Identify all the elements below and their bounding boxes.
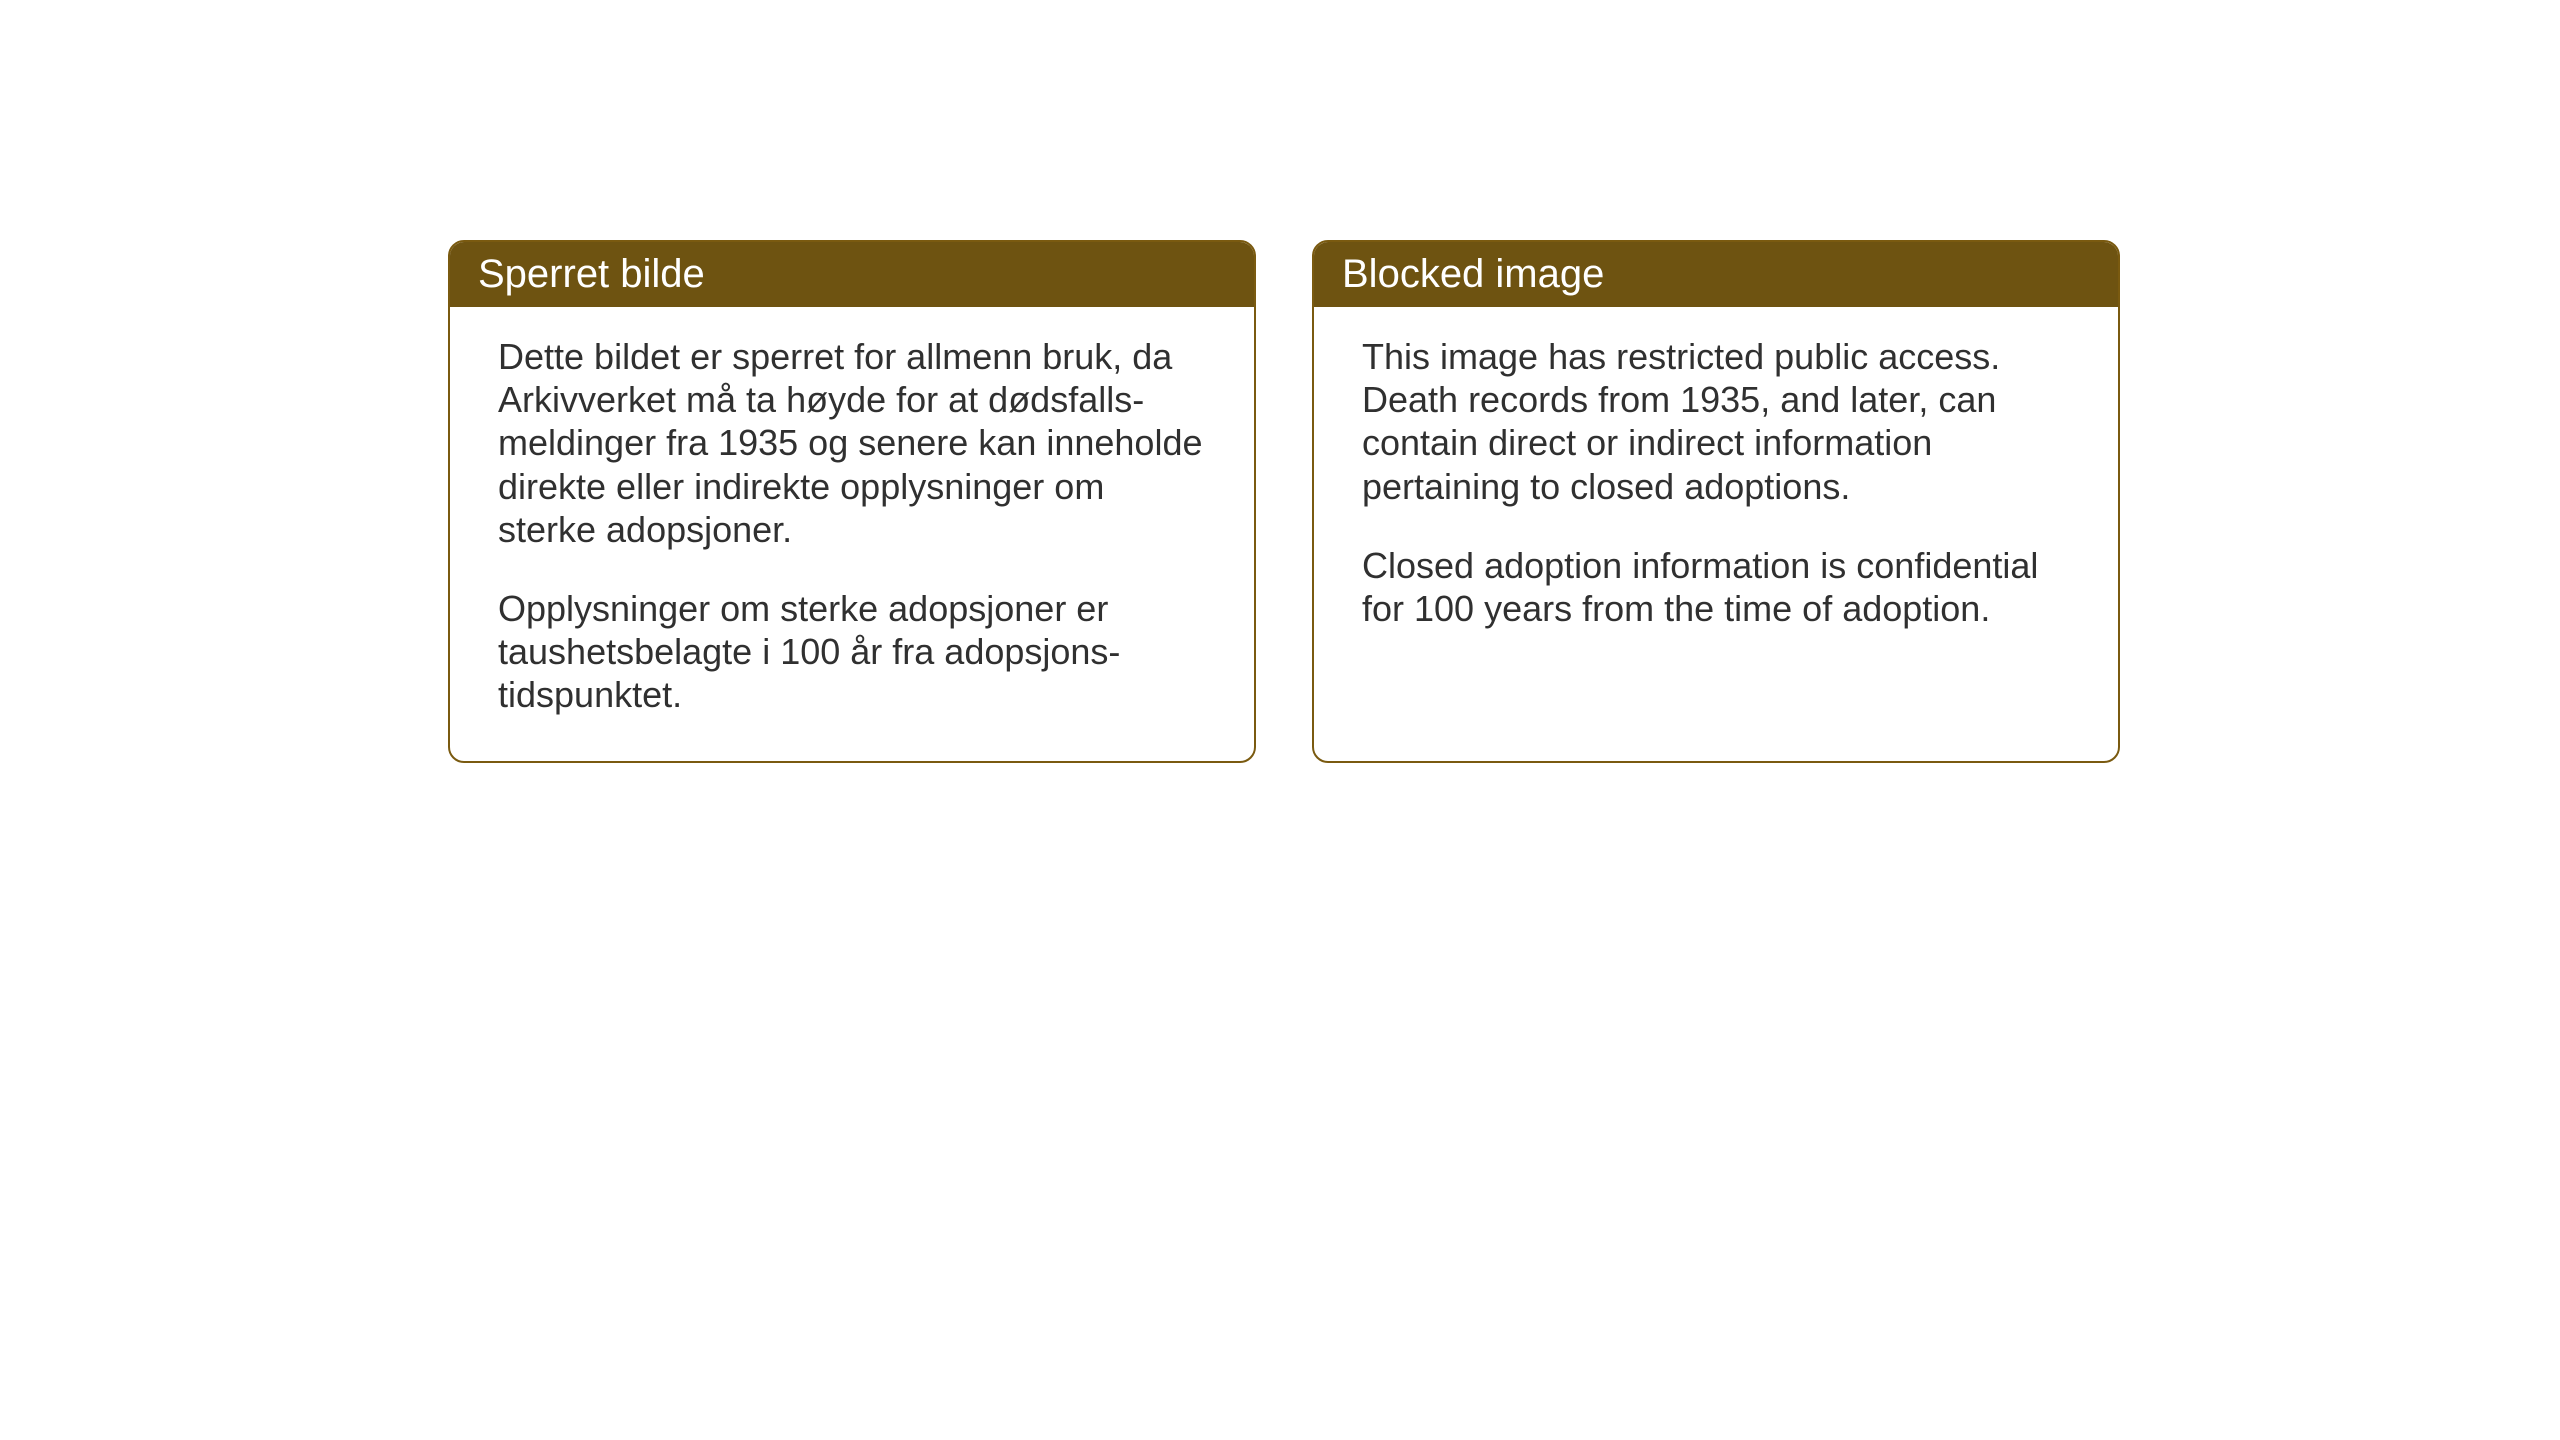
- card-english: Blocked image This image has restricted …: [1312, 240, 2120, 763]
- card-norwegian-header: Sperret bilde: [450, 242, 1254, 307]
- card-english-paragraph-1: This image has restricted public access.…: [1362, 335, 2070, 508]
- card-norwegian-paragraph-1: Dette bildet er sperret for allmenn bruk…: [498, 335, 1206, 551]
- cards-container: Sperret bilde Dette bildet er sperret fo…: [448, 240, 2120, 763]
- card-norwegian-paragraph-2: Opplysninger om sterke adopsjoner er tau…: [498, 587, 1206, 717]
- card-english-body: This image has restricted public access.…: [1314, 307, 2118, 674]
- card-norwegian-body: Dette bildet er sperret for allmenn bruk…: [450, 307, 1254, 761]
- card-norwegian: Sperret bilde Dette bildet er sperret fo…: [448, 240, 1256, 763]
- card-english-paragraph-2: Closed adoption information is confident…: [1362, 544, 2070, 630]
- card-english-header: Blocked image: [1314, 242, 2118, 307]
- card-norwegian-title: Sperret bilde: [478, 252, 705, 296]
- card-english-title: Blocked image: [1342, 252, 1604, 296]
